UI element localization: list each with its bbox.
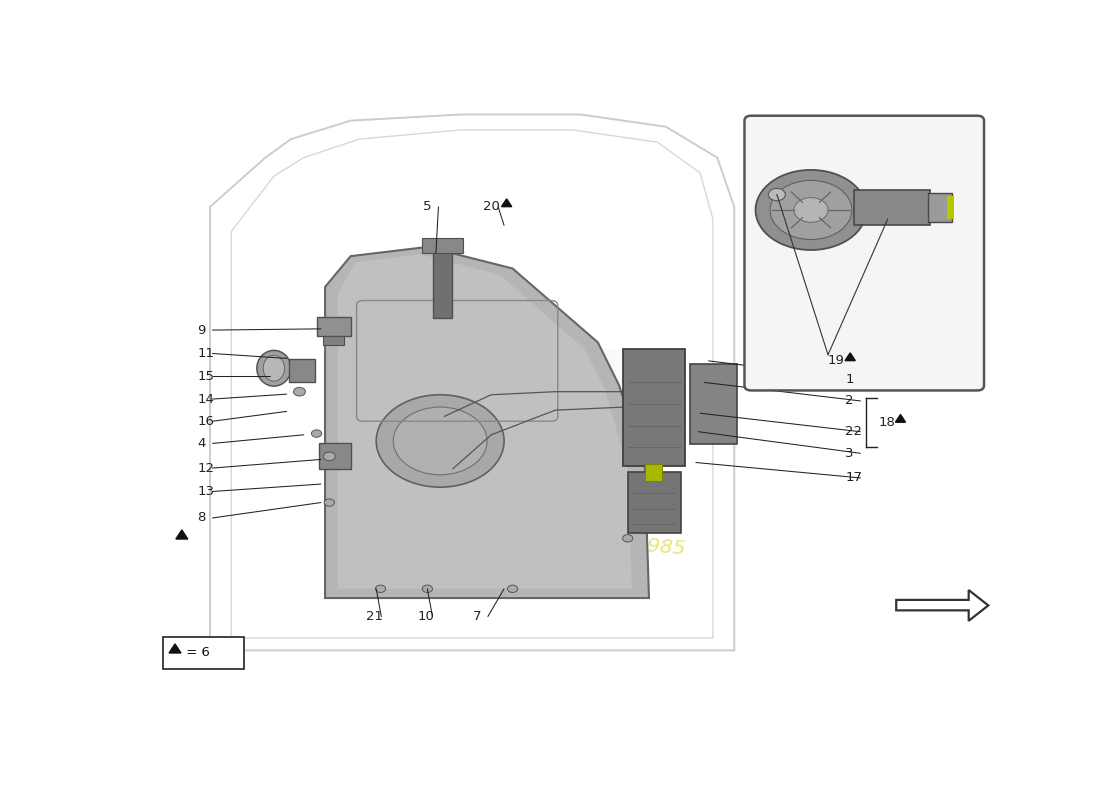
Text: 13: 13 <box>197 485 215 498</box>
Circle shape <box>623 534 632 542</box>
Circle shape <box>324 499 334 506</box>
Text: 2: 2 <box>845 394 854 407</box>
Bar <box>289 359 315 382</box>
Polygon shape <box>326 247 649 598</box>
Text: 21: 21 <box>366 610 383 623</box>
Bar <box>947 196 954 219</box>
Bar <box>645 464 662 481</box>
Bar <box>690 364 737 444</box>
Text: 22: 22 <box>845 426 862 438</box>
Circle shape <box>376 394 504 487</box>
Text: 16: 16 <box>197 414 215 428</box>
Polygon shape <box>169 644 182 653</box>
Bar <box>163 637 244 669</box>
Bar <box>624 349 685 466</box>
Text: 7: 7 <box>473 610 481 623</box>
Circle shape <box>422 585 432 593</box>
Polygon shape <box>845 353 856 361</box>
Circle shape <box>507 585 518 593</box>
Polygon shape <box>176 530 188 539</box>
Bar <box>323 336 344 345</box>
Text: 17: 17 <box>845 471 862 485</box>
Circle shape <box>323 452 336 461</box>
Circle shape <box>311 430 321 438</box>
Text: 11: 11 <box>197 347 215 360</box>
Text: 4: 4 <box>197 437 206 450</box>
Polygon shape <box>502 199 512 206</box>
Text: = 6: = 6 <box>182 646 210 659</box>
Text: a passion for cars since 1985: a passion for cars since 1985 <box>390 514 685 558</box>
Polygon shape <box>895 414 905 422</box>
Circle shape <box>768 189 785 201</box>
Text: 8: 8 <box>197 511 206 525</box>
Text: 20: 20 <box>483 200 499 214</box>
Circle shape <box>756 170 867 250</box>
Bar <box>854 190 931 226</box>
Bar <box>628 472 681 534</box>
Bar <box>317 317 351 336</box>
Text: EURP: EURP <box>312 346 679 462</box>
Circle shape <box>794 198 828 222</box>
Text: 14: 14 <box>197 393 215 406</box>
Text: 1: 1 <box>845 373 854 386</box>
Bar <box>927 194 952 222</box>
Text: 10: 10 <box>417 610 434 623</box>
Text: 18: 18 <box>878 416 895 429</box>
Text: 5: 5 <box>424 200 431 214</box>
Circle shape <box>770 180 851 239</box>
Polygon shape <box>338 254 631 589</box>
Text: 9: 9 <box>197 323 206 337</box>
Bar <box>433 247 452 318</box>
Text: 12: 12 <box>197 462 215 474</box>
Ellipse shape <box>263 355 285 382</box>
Bar <box>319 443 352 469</box>
Text: 19: 19 <box>828 354 845 367</box>
Circle shape <box>394 407 487 475</box>
Text: 15: 15 <box>197 370 215 382</box>
Bar <box>422 238 463 253</box>
Circle shape <box>294 387 306 396</box>
Circle shape <box>375 585 386 593</box>
FancyBboxPatch shape <box>745 116 984 390</box>
Ellipse shape <box>256 350 292 386</box>
Text: 3: 3 <box>845 446 854 460</box>
